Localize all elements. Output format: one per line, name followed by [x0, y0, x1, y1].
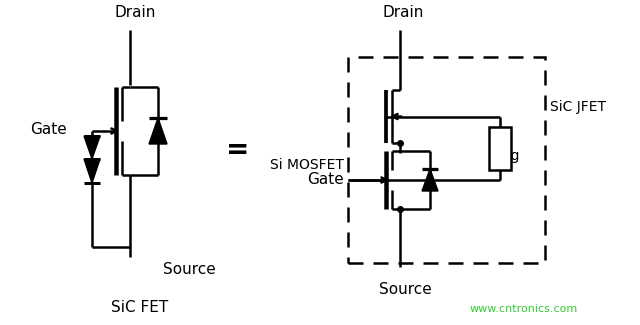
Text: www.cntronics.com: www.cntronics.com	[470, 304, 579, 314]
Text: =: =	[227, 136, 250, 164]
Bar	[489, 126, 511, 170]
Polygon shape	[422, 169, 438, 191]
Text: Drain: Drain	[382, 5, 424, 20]
Polygon shape	[84, 159, 100, 183]
Text: SiC JFET: SiC JFET	[550, 99, 606, 113]
Text: SiC FET: SiC FET	[111, 300, 168, 315]
Text: Rg: Rg	[502, 149, 520, 163]
Text: Source: Source	[379, 282, 431, 297]
Text: Gate: Gate	[307, 173, 344, 188]
Text: Si MOSFET: Si MOSFET	[270, 158, 344, 172]
Polygon shape	[84, 136, 100, 159]
Text: Gate: Gate	[30, 122, 67, 136]
Text: Source: Source	[163, 262, 216, 277]
Polygon shape	[149, 118, 167, 144]
Text: Drain: Drain	[115, 5, 156, 20]
